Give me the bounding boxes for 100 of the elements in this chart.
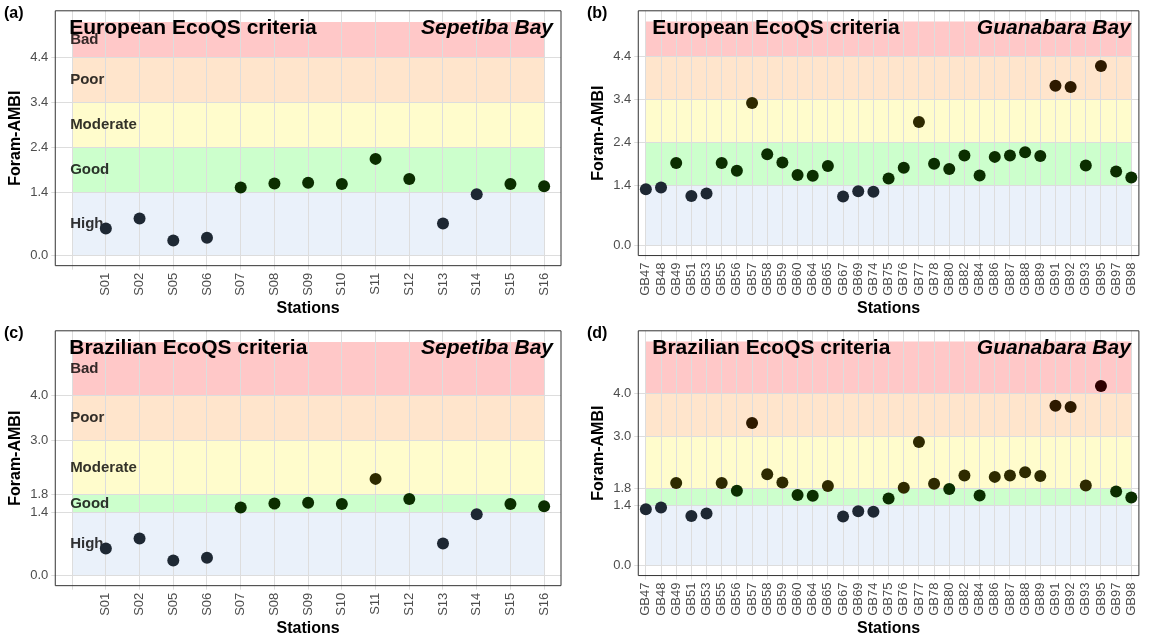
x-tick-label: GB58 — [758, 582, 774, 616]
x-tick-label: S01 — [97, 272, 113, 296]
point — [504, 178, 517, 190]
x-tick-label: S05 — [164, 272, 180, 296]
point — [1094, 59, 1107, 72]
x-tick-label: S16 — [535, 272, 551, 296]
point — [700, 507, 713, 520]
band-label: Good — [70, 493, 110, 511]
x-tick-label: GB67 — [834, 262, 850, 296]
point — [1079, 159, 1092, 172]
point — [821, 479, 834, 492]
point — [268, 497, 281, 510]
x-tick-label: S07 — [232, 592, 248, 616]
band-label: Moderate — [70, 115, 137, 133]
x-tick-label: S14 — [468, 592, 484, 616]
text: (c) — [4, 324, 24, 342]
x-tick-label: GB76 — [895, 262, 911, 296]
x-tick-label: GB95 — [1092, 582, 1108, 616]
y-tick-label: 0.0 — [30, 246, 49, 262]
point — [670, 156, 683, 169]
x-tick-label: GB51 — [682, 582, 698, 616]
x-axis-title: Stations — [276, 618, 340, 636]
x-tick-label: GB86 — [986, 262, 1002, 296]
y-tick-label: 1.4 — [613, 176, 632, 192]
x-tick-label: GB77 — [910, 582, 926, 616]
chart-title: European EcoQS criteria — [652, 14, 901, 38]
x-tick-label: S12 — [400, 272, 416, 296]
point — [639, 503, 652, 516]
x-tick-label: S10 — [333, 592, 349, 616]
x-tick-label: GB97 — [1107, 582, 1123, 616]
point — [897, 161, 910, 174]
x-tick-label: GB64 — [804, 582, 820, 616]
point — [928, 477, 941, 490]
x-tick-label: GB77 — [910, 262, 926, 296]
chart-subtitle: Sepetiba Bay — [421, 334, 555, 358]
point — [897, 481, 910, 494]
x-tick-label: GB87 — [1001, 262, 1017, 296]
y-tick-label: 1.8 — [30, 486, 49, 502]
point — [504, 498, 517, 510]
x-tick-label: GB84 — [971, 582, 987, 616]
point — [1019, 146, 1032, 159]
point — [746, 97, 759, 110]
x-tick-label: GB56 — [728, 262, 744, 296]
point — [988, 470, 1001, 483]
text: (d) — [587, 324, 608, 342]
point — [302, 176, 315, 189]
band-label: High — [70, 214, 104, 232]
x-tick-label: GB75 — [880, 582, 896, 616]
point — [369, 472, 382, 485]
y-axis-title: Foram-AMBI — [6, 410, 24, 506]
chart-title: Brazilian EcoQS criteria — [69, 334, 308, 358]
point — [268, 177, 281, 190]
point — [791, 488, 804, 501]
chart-subtitle: Guanabara Bay — [976, 14, 1133, 38]
point — [1125, 171, 1138, 184]
band-label: High — [70, 534, 104, 552]
x-tick-label: GB91 — [1047, 582, 1063, 616]
x-tick-label: GB59 — [773, 262, 789, 296]
point — [837, 510, 850, 523]
x-tick-label: S06 — [198, 592, 214, 616]
point — [715, 476, 728, 489]
point — [403, 493, 416, 506]
y-tick-label: 0.0 — [30, 566, 49, 582]
point — [1125, 491, 1138, 504]
x-tick-label: GB98 — [1122, 582, 1138, 616]
x-tick-label: S15 — [502, 272, 518, 296]
point — [1003, 469, 1016, 482]
point — [882, 492, 895, 505]
point — [852, 185, 865, 198]
x-tick-label: S11 — [367, 592, 383, 615]
x-tick-label: S08 — [266, 592, 281, 616]
point — [1049, 79, 1062, 92]
chart-title: Brazilian EcoQS criteria — [652, 334, 891, 358]
x-tick-label: GB69 — [849, 582, 865, 616]
band-label: Poor — [70, 408, 105, 426]
x-tick-label: GB48 — [652, 262, 668, 296]
point — [912, 115, 925, 128]
point — [403, 173, 416, 186]
x-tick-label: GB48 — [652, 582, 668, 616]
x-tick-label: GB60 — [789, 262, 805, 296]
point — [730, 164, 743, 177]
x-tick-label: GB74 — [864, 582, 880, 616]
point — [1034, 470, 1047, 483]
x-tick-label: GB76 — [895, 582, 911, 616]
point — [761, 468, 774, 481]
point — [538, 180, 551, 193]
point — [806, 169, 819, 182]
x-tick-label: GB58 — [758, 262, 774, 296]
x-tick-label: GB92 — [1062, 262, 1078, 296]
band-label: Bad — [70, 359, 99, 377]
point — [882, 172, 895, 185]
point — [133, 212, 146, 225]
point — [1064, 81, 1077, 94]
point — [988, 150, 1001, 163]
y-tick-label: 4.0 — [30, 387, 49, 403]
point — [234, 181, 247, 194]
y-tick-label: 0.0 — [613, 237, 632, 253]
point — [958, 149, 971, 162]
x-tick-label: GB88 — [1016, 262, 1032, 296]
point — [791, 168, 804, 181]
